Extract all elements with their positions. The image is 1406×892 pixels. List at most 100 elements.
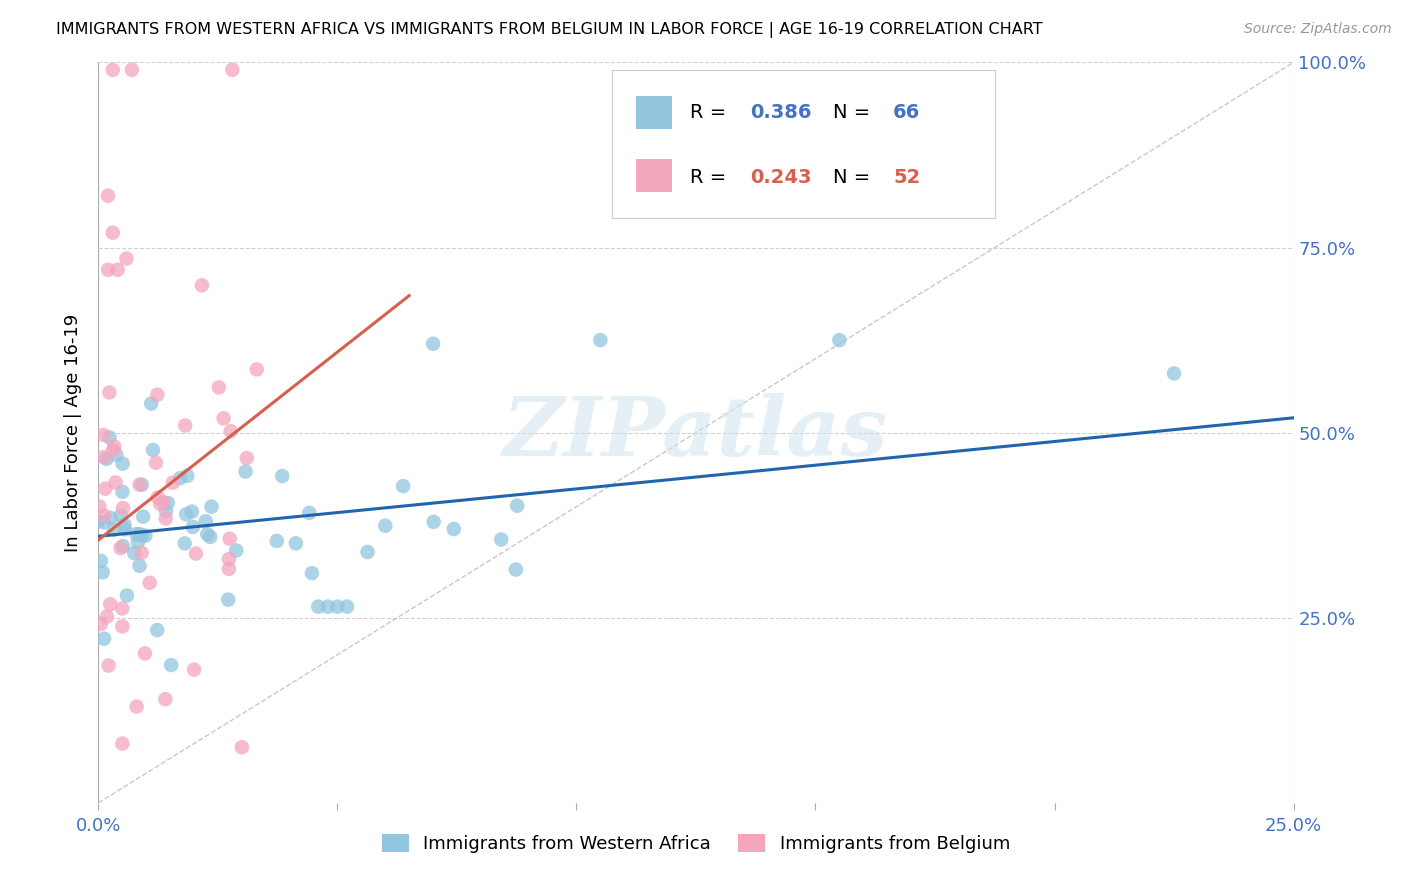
Point [181, 520, 204, 534]
Point [266, 533, 288, 548]
Point [145, 456, 167, 470]
Point [155, 511, 177, 525]
Point [97, 658, 120, 673]
Point [128, 477, 150, 491]
Point [443, 522, 465, 536]
Point [491, 533, 513, 547]
Point [194, 514, 217, 528]
Point [218, 532, 240, 546]
Point [93, 508, 115, 523]
Point [97, 262, 120, 277]
FancyBboxPatch shape [613, 70, 995, 218]
Text: 52: 52 [893, 168, 921, 186]
Point [231, 740, 253, 755]
Point [174, 418, 197, 433]
Point [89, 500, 111, 514]
Text: Source: ZipAtlas.com: Source: ZipAtlas.com [1244, 22, 1392, 37]
Point [307, 599, 329, 614]
Point [271, 469, 294, 483]
Point [94, 482, 117, 496]
Point [195, 527, 218, 541]
Point [221, 62, 243, 77]
Text: N =: N = [834, 168, 877, 186]
Point [422, 515, 444, 529]
Point [97, 188, 120, 202]
Y-axis label: In Labor Force | Age 16-19: In Labor Force | Age 16-19 [65, 313, 83, 552]
Point [225, 543, 247, 558]
Point [98, 430, 121, 444]
Text: R =: R = [690, 103, 733, 122]
Point [181, 505, 204, 519]
Point [284, 536, 307, 550]
Point [98, 597, 121, 611]
Point [107, 262, 129, 277]
Point [217, 592, 239, 607]
Point [111, 737, 134, 751]
Point [128, 527, 150, 541]
Point [101, 62, 124, 77]
Point [121, 62, 143, 77]
Point [828, 333, 851, 347]
Point [200, 500, 222, 514]
Point [156, 496, 179, 510]
Text: 66: 66 [893, 103, 921, 122]
FancyBboxPatch shape [637, 95, 672, 129]
Point [132, 509, 155, 524]
Point [301, 566, 323, 580]
Point [176, 468, 198, 483]
Point [219, 424, 242, 438]
Point [392, 479, 415, 493]
Point [174, 508, 197, 522]
Point [169, 471, 191, 485]
Point [101, 226, 124, 240]
Point [131, 529, 153, 543]
Point [90, 616, 112, 631]
Point [218, 562, 240, 576]
Point [111, 539, 134, 553]
Point [235, 465, 257, 479]
Point [105, 448, 128, 462]
Point [115, 589, 138, 603]
Point [100, 511, 122, 525]
Point [506, 499, 529, 513]
Point [162, 475, 184, 490]
Point [87, 515, 110, 529]
Point [103, 523, 125, 537]
Point [131, 546, 153, 560]
Text: ZIPatlas: ZIPatlas [503, 392, 889, 473]
Point [122, 546, 145, 560]
Point [112, 501, 135, 516]
Point [356, 545, 378, 559]
Text: 0.386: 0.386 [749, 103, 811, 122]
Point [146, 387, 169, 401]
Point [104, 475, 127, 490]
Point [155, 504, 177, 518]
Legend: Immigrants from Western Africa, Immigrants from Belgium: Immigrants from Western Africa, Immigran… [374, 827, 1018, 861]
Point [183, 663, 205, 677]
Point [111, 619, 134, 633]
Point [1163, 367, 1185, 381]
Point [114, 522, 136, 536]
Point [200, 530, 222, 544]
Point [505, 562, 527, 576]
Point [125, 527, 148, 541]
Point [93, 516, 115, 530]
Point [212, 411, 235, 425]
Point [90, 554, 112, 568]
Point [115, 252, 138, 266]
Point [134, 528, 156, 542]
Point [138, 575, 160, 590]
Point [336, 599, 359, 614]
Point [134, 646, 156, 660]
Point [114, 517, 136, 532]
Point [146, 623, 169, 637]
Point [298, 506, 321, 520]
Point [149, 497, 172, 511]
Point [101, 443, 124, 458]
Point [93, 428, 115, 442]
Point [173, 536, 195, 550]
Point [111, 457, 134, 471]
Point [191, 278, 214, 293]
Point [91, 566, 114, 580]
Text: IMMIGRANTS FROM WESTERN AFRICA VS IMMIGRANTS FROM BELGIUM IN LABOR FORCE | AGE 1: IMMIGRANTS FROM WESTERN AFRICA VS IMMIGR… [56, 22, 1043, 38]
